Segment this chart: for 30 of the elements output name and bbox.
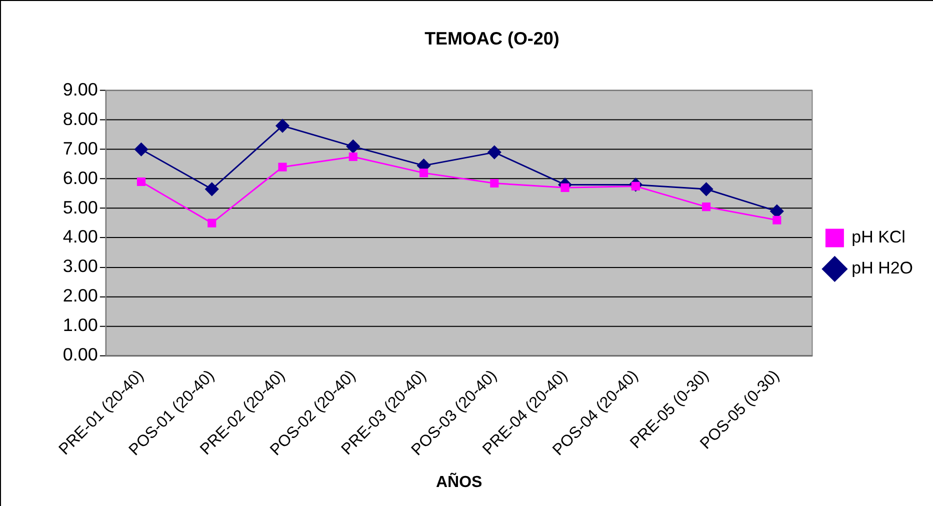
y-tick-label: 3.00 [62,256,98,276]
point [772,216,782,224]
point [346,140,360,154]
y-tick-label: 2.00 [62,286,98,306]
point [134,142,148,156]
point [700,182,714,196]
point [208,218,216,228]
point [770,204,784,218]
point [488,146,502,160]
point [136,178,146,186]
y-tick-label: 7.00 [62,138,98,158]
legend-label: pH H2O [852,258,914,278]
chart-title: TEMOAC (O-20) [424,28,560,49]
point [276,119,290,133]
point [419,168,428,178]
point [702,202,711,212]
y-tick-label: 9.00 [62,79,98,100]
point [278,162,287,172]
point [205,182,219,196]
y-tick-label: 6.00 [62,168,98,188]
point [348,152,358,162]
legend-label: pH KCl [852,228,906,247]
point [490,178,499,188]
y-tick-label: 4.00 [62,226,98,247]
y-tick-label: 1.00 [62,315,98,336]
x-axis-title: AÑOS [436,472,482,491]
y-tick-label: 0.00 [62,344,98,365]
point [560,183,570,192]
y-tick-label: 8.00 [62,108,98,129]
y-tick-label: 5.00 [62,197,98,218]
